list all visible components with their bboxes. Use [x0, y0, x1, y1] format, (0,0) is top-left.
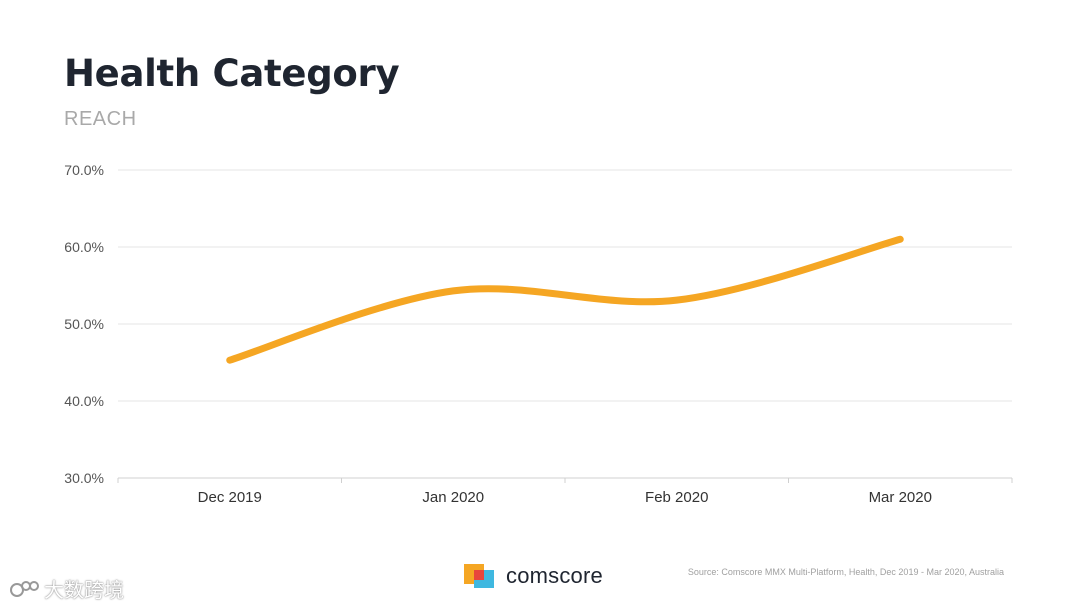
- y-tick-label: 30.0%: [64, 470, 104, 486]
- watermark: 大数跨境: [10, 574, 124, 603]
- x-tick-label: Dec 2019: [198, 489, 262, 506]
- line-chart: 70.0% 60.0% 50.0% 40.0% 30.0% Dec 2019 Jan 202…: [64, 162, 1013, 506]
- watermark-logo-icon: [10, 580, 39, 597]
- x-tick-label: Mar 2020: [869, 489, 932, 506]
- chart-title: Health Category: [64, 52, 400, 95]
- chart-subtitle: REACH: [64, 108, 137, 130]
- watermark-text: 大数跨境: [44, 578, 124, 602]
- logo-text: comscore: [506, 563, 603, 588]
- y-tick-label: 40.0%: [64, 393, 104, 409]
- y-tick-label: 60.0%: [64, 239, 104, 255]
- comscore-logo-icon: [464, 562, 496, 590]
- x-tick-label: Jan 2020: [422, 489, 484, 506]
- y-tick-label: 50.0%: [64, 316, 104, 332]
- y-tick-label: 70.0%: [64, 162, 104, 178]
- source-note: Source: Comscore MMX Multi-Platform, Hea…: [687, 567, 1004, 577]
- x-tick-label: Feb 2020: [645, 489, 708, 506]
- comscore-logo: comscore: [464, 562, 603, 590]
- series-line: [226, 235, 904, 364]
